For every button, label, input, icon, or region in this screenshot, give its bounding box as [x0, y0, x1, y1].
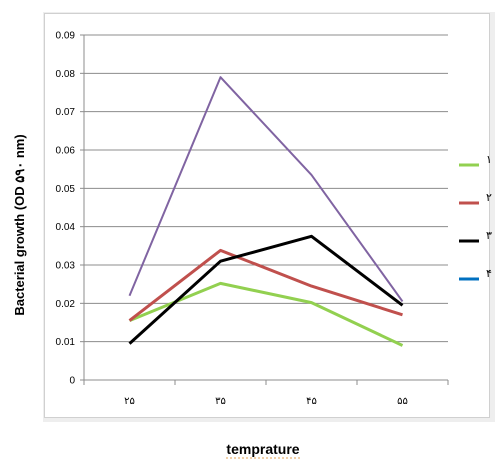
y-tick-label: 0.09 [56, 31, 76, 42]
legend-label: ۴ [486, 268, 492, 280]
axes [80, 34, 449, 385]
legend: ۱ ۲ ۳ ۴ [459, 154, 492, 281]
y-tick-label: 0.08 [56, 69, 76, 80]
x-tick-label: ۳۵ [215, 396, 226, 407]
x-tick-label: ۵۵ [397, 396, 408, 407]
series-line [128, 248, 403, 322]
y-tick-label: 0.07 [56, 107, 76, 118]
legend-label: ۱ [486, 154, 492, 166]
y-tick-label: 0.03 [56, 261, 76, 272]
y-tick-labels: 0 0.01 0.02 0.03 0.04 0.05 0.06 0.07 0.08 0.09 [56, 31, 76, 387]
x-tick-label: ۴۵ [306, 396, 317, 407]
y-tick-label: 0.06 [56, 146, 76, 157]
grid [84, 34, 448, 343]
legend-label: ۲ [486, 192, 492, 204]
y-tick-label: 0.02 [56, 299, 76, 310]
chart-area-border [44, 13, 490, 418]
x-tick-labels: ۲۵ ۳۵ ۴۵ ۵۵ [124, 396, 408, 407]
x-tick-label: ۲۵ [124, 396, 135, 407]
x-axis-title: temprature [226, 441, 299, 457]
y-tick-label: 0 [69, 376, 75, 387]
series-line [128, 234, 404, 345]
y-axis-title: Bacterial growth (OD ۵۹۰ nm) [12, 134, 27, 315]
y-tick-label: 0.05 [56, 184, 76, 195]
series-line [128, 76, 404, 302]
y-tick-label: 0.01 [56, 337, 76, 348]
y-tick-label: 0.04 [56, 222, 76, 233]
series-lines [128, 76, 404, 347]
legend-label: ۳ [486, 230, 492, 242]
